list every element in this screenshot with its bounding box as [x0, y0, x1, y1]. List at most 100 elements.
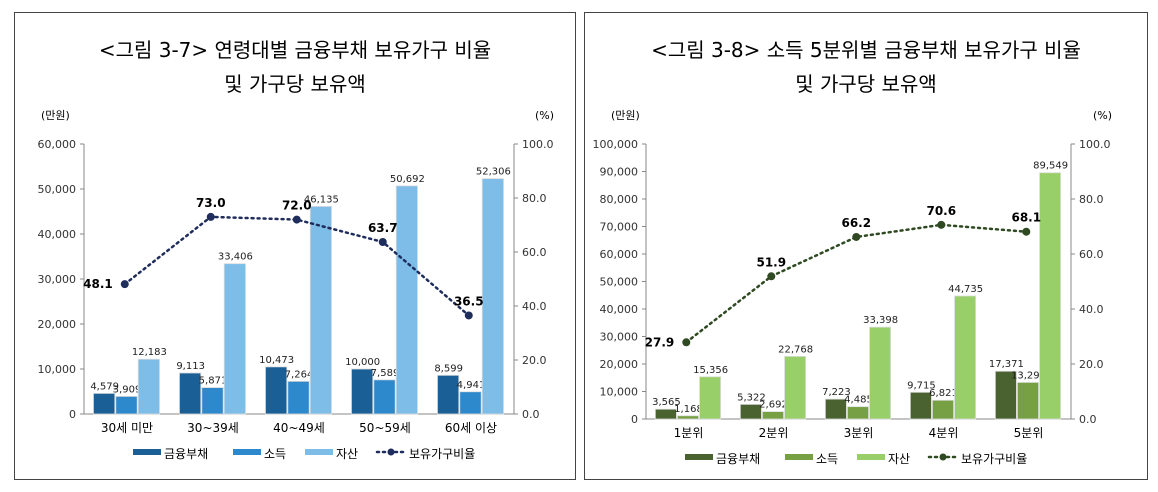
- rate-point: [292, 215, 301, 224]
- y2-tick-label: 80.0: [1079, 193, 1104, 206]
- bar-금융부채: [351, 368, 374, 415]
- bar-value-label: 5,322: [737, 392, 766, 403]
- bar-value-label: 22,768: [778, 344, 813, 355]
- rate-value-label: 72.0: [282, 199, 312, 213]
- bar-자산: [869, 326, 892, 420]
- chart-panel-age: <그림 3-7> 연령대별 금융부채 보유가구 비율 및 가구당 보유액 (만원) (…: [14, 12, 576, 480]
- rate-value-label: 48.1: [83, 277, 113, 291]
- chart-income-quintile: <그림 3-8> 소득 5분위별 금융부채 보유가구 비율및 가구당 보유액 (만…: [593, 38, 1113, 466]
- y2-tick-label: 0.0: [1079, 413, 1097, 426]
- y-tick-label: 50,000: [38, 183, 77, 196]
- legend-label: 자산: [888, 452, 910, 466]
- bar-value-label: 13,295: [1011, 370, 1046, 381]
- y2-tick-label: 60.0: [1079, 248, 1104, 261]
- legend-label: 금융부채: [164, 447, 208, 461]
- bar-소득: [459, 391, 482, 415]
- bar-value-label: 89,549: [1033, 161, 1068, 172]
- bar-소득: [287, 380, 310, 415]
- x-tick-label: 1분위: [674, 426, 704, 440]
- y2-tick-label: 80.0: [522, 192, 547, 205]
- rate-value-label: 70.6: [926, 204, 956, 218]
- y2-tick-label: 100.0: [522, 138, 554, 151]
- bar-자산: [137, 358, 160, 415]
- x-tick-label: 2분위: [759, 426, 789, 440]
- y-tick-label: 10,000: [38, 363, 77, 376]
- left-axis-unit: (만원): [611, 109, 640, 122]
- bar-소득: [932, 399, 954, 420]
- bar-value-label: 33,398: [863, 315, 898, 326]
- bar-value-label: 9,715: [907, 380, 936, 391]
- bar-금융부채: [179, 372, 202, 415]
- rate-value-label: 73.0: [196, 196, 226, 210]
- x-tick-label: 30세 미만: [101, 421, 153, 435]
- x-tick-label: 5분위: [1014, 426, 1044, 440]
- rate-point: [852, 232, 861, 241]
- legend-swatch-소득: [785, 454, 813, 460]
- bar-value-label: 44,735: [948, 284, 983, 295]
- bar-value-label: 4,579: [90, 381, 119, 392]
- rate-value-label: 51.9: [756, 255, 786, 269]
- legend-line-marker: [387, 448, 395, 456]
- legend-label: 금융부채: [716, 452, 760, 466]
- x-tick-label: 40~49세: [273, 421, 325, 435]
- y2-tick-label: 60.0: [522, 246, 547, 259]
- y-tick-label: 40,000: [600, 303, 639, 316]
- rate-point: [1022, 227, 1031, 236]
- y-tick-label: 70,000: [600, 221, 639, 234]
- bar-value-label: 52,306: [476, 167, 511, 178]
- bar-자산: [395, 185, 418, 415]
- legend-swatch-금융부채: [133, 449, 161, 455]
- bar-value-label: 46,135: [304, 194, 339, 205]
- bar-value-label: 10,000: [345, 357, 380, 368]
- right-axis-unit: (%): [1093, 109, 1112, 122]
- y-tick-label: 40,000: [38, 228, 77, 241]
- bar-value-label: 8,599: [434, 363, 463, 374]
- x-tick-label: 4분위: [929, 426, 959, 440]
- bar-금융부채: [654, 408, 677, 420]
- bar-value-label: 4,941: [457, 380, 486, 391]
- rate-value-label: 68.1: [1011, 211, 1041, 225]
- chart-panel-income-quintile: <그림 3-8> 소득 5분위별 금융부채 보유가구 비율 및 가구당 보유액 (만…: [584, 12, 1148, 480]
- legend-swatch-금융부채: [685, 454, 713, 460]
- bar-소득: [115, 396, 138, 415]
- y-tick-label: 30,000: [38, 273, 77, 286]
- y2-tick-label: 40.0: [522, 300, 547, 313]
- bar-value-label: 4,485: [844, 395, 873, 406]
- legend-label: 소득: [816, 452, 838, 466]
- y-tick-label: 10,000: [600, 386, 639, 399]
- bar-value-label: 1,168: [674, 404, 703, 415]
- y-tick-label: 30,000: [600, 331, 639, 344]
- rate-point: [206, 212, 215, 221]
- y2-tick-label: 100.0: [1079, 138, 1111, 151]
- y-tick-label: 20,000: [38, 318, 77, 331]
- legend-label: 보유가구비율: [961, 452, 1027, 466]
- legend-swatch-자산: [305, 449, 333, 455]
- bar-value-label: 50,692: [390, 174, 425, 185]
- legend-swatch-소득: [233, 449, 261, 455]
- bar-value-label: 3,565: [652, 397, 681, 408]
- bar-소득: [847, 406, 869, 420]
- y-tick-label: 60,000: [38, 138, 77, 151]
- bar-금융부채: [824, 398, 847, 420]
- bar-value-label: 17,371: [989, 359, 1024, 370]
- y2-tick-label: 40.0: [1079, 303, 1104, 316]
- rate-point: [682, 338, 691, 347]
- bar-금융부채: [994, 370, 1017, 420]
- legend-label: 자산: [336, 447, 358, 461]
- x-tick-label: 30~39세: [187, 421, 239, 435]
- bar-금융부채: [909, 391, 932, 420]
- chart-subtitle: 및 가구당 보유액: [224, 72, 366, 96]
- bar-금융부채: [93, 392, 116, 415]
- bar-value-label: 6,821: [929, 388, 958, 399]
- bar-소득: [762, 411, 784, 420]
- bar-금융부채: [739, 403, 762, 420]
- x-tick-label: 3분위: [844, 426, 874, 440]
- x-tick-label: 60세 이상: [445, 421, 497, 435]
- bar-소득: [677, 415, 699, 420]
- bar-value-label: 12,183: [132, 347, 167, 358]
- y2-tick-label: 20.0: [522, 354, 547, 367]
- bar-소득: [1017, 382, 1039, 420]
- bar-value-label: 7,264: [285, 369, 314, 380]
- bar-value-label: 7,223: [822, 387, 851, 398]
- chart-subtitle: 및 가구당 보유액: [795, 72, 937, 96]
